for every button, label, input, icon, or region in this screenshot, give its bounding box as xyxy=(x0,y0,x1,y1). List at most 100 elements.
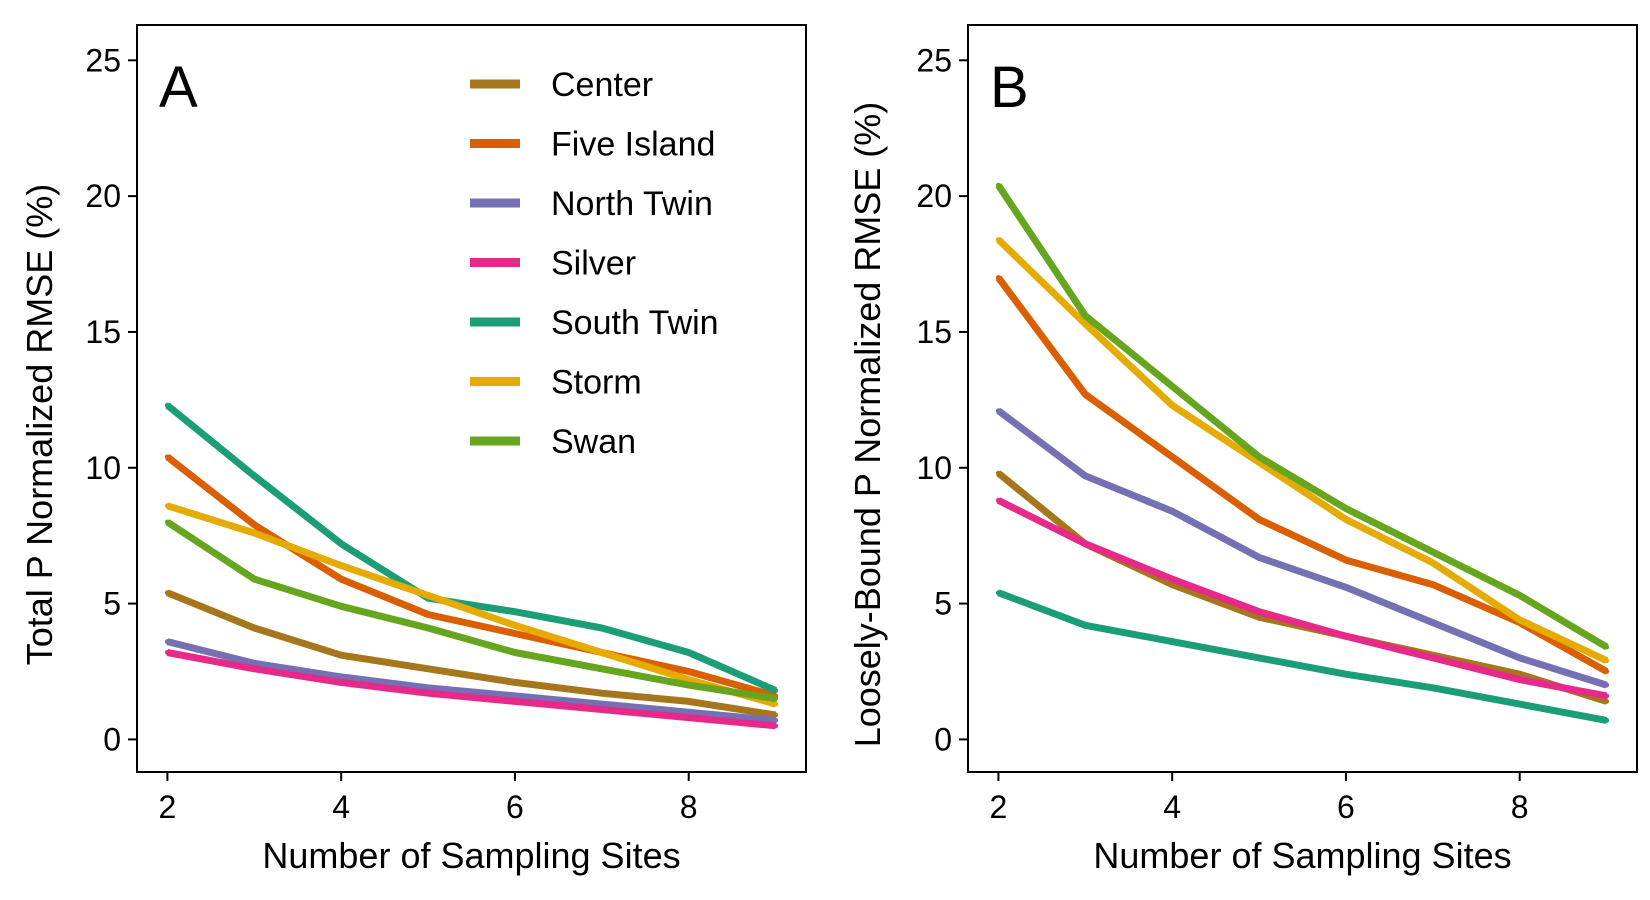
data-point xyxy=(686,715,692,721)
data-point xyxy=(686,677,692,683)
series-line-five-island xyxy=(165,454,777,700)
x-tick-label: 8 xyxy=(680,789,698,825)
data-point xyxy=(164,402,170,408)
data-point xyxy=(164,454,170,460)
x-tick-label: 4 xyxy=(332,789,350,825)
data-point xyxy=(1430,560,1436,566)
data-point xyxy=(251,473,257,479)
plot-frame xyxy=(136,24,807,773)
data-point xyxy=(1430,549,1436,555)
data-point xyxy=(1082,622,1088,628)
data-point xyxy=(599,690,605,696)
legend-label: North Twin xyxy=(551,185,713,223)
data-point xyxy=(512,649,518,655)
data-point xyxy=(995,237,1001,243)
data-point xyxy=(686,709,692,715)
x-tick-label: 2 xyxy=(159,789,177,825)
data-point xyxy=(1256,609,1262,615)
y-tick-label: 10 xyxy=(85,450,121,486)
data-point xyxy=(599,625,605,631)
data-point xyxy=(995,470,1001,476)
y-tick-label: 25 xyxy=(916,42,952,78)
data-point xyxy=(995,182,1001,188)
series-line-swan xyxy=(995,183,1609,651)
data-point xyxy=(1517,677,1523,683)
data-point xyxy=(1604,644,1610,650)
data-point xyxy=(1517,671,1523,677)
data-point xyxy=(1169,576,1175,582)
data-point xyxy=(773,701,779,707)
data-point xyxy=(773,717,779,723)
series-line-north-twin xyxy=(166,638,776,724)
series-line-swan xyxy=(165,519,777,703)
data-point xyxy=(251,625,257,631)
data-point xyxy=(338,541,344,547)
series-line-silver xyxy=(166,649,776,730)
data-point xyxy=(1169,582,1175,588)
panel-label: B xyxy=(990,55,1029,120)
data-point xyxy=(599,649,605,655)
legend-label: Swan xyxy=(551,423,636,461)
series-line-five-island xyxy=(995,275,1609,675)
data-point xyxy=(1517,701,1523,707)
data-point xyxy=(1256,655,1262,661)
data-point xyxy=(251,666,257,672)
data-point xyxy=(1256,454,1262,460)
y-tick-label: 15 xyxy=(85,314,121,350)
data-point xyxy=(1169,402,1175,408)
x-tick-label: 4 xyxy=(1163,789,1181,825)
y-tick-label: 5 xyxy=(103,586,121,622)
data-point xyxy=(995,275,1001,281)
data-point xyxy=(1343,506,1349,512)
data-point xyxy=(1430,582,1436,588)
y-tick-label: 20 xyxy=(916,178,952,214)
legend-label: Center xyxy=(551,66,653,104)
data-point xyxy=(1604,693,1610,699)
data-point xyxy=(995,408,1001,414)
data-point xyxy=(338,652,344,658)
data-point xyxy=(338,674,344,680)
data-point xyxy=(1604,668,1610,674)
data-point xyxy=(1169,454,1175,460)
data-point xyxy=(599,701,605,707)
x-tick-label: 8 xyxy=(1511,789,1529,825)
x-axis-label: Number of Sampling Sites xyxy=(1093,835,1511,876)
data-point xyxy=(512,693,518,699)
data-point xyxy=(512,679,518,685)
data-point xyxy=(686,682,692,688)
data-point xyxy=(995,590,1001,596)
y-tick-label: 0 xyxy=(103,721,121,757)
data-point xyxy=(773,712,779,718)
data-point xyxy=(1604,717,1610,723)
series-line-storm xyxy=(166,502,777,708)
series-line-north-twin xyxy=(996,407,1608,689)
data-point xyxy=(1343,584,1349,590)
data-point xyxy=(1430,620,1436,626)
data-point xyxy=(686,668,692,674)
data-point xyxy=(338,603,344,609)
data-point xyxy=(773,688,779,694)
y-tick-label: 5 xyxy=(934,586,952,622)
data-point xyxy=(338,576,344,582)
data-point xyxy=(1430,685,1436,691)
data-point xyxy=(1430,655,1436,661)
legend-label: Five Island xyxy=(551,126,715,164)
legend-label: South Twin xyxy=(551,304,719,342)
data-point xyxy=(1604,658,1610,664)
y-axis-label: Loosely-Bound P Normalized RMSE (%) xyxy=(847,102,888,748)
data-point xyxy=(1169,383,1175,389)
series-line-center xyxy=(166,589,777,719)
data-point xyxy=(1169,508,1175,514)
data-point xyxy=(1343,671,1349,677)
data-point xyxy=(599,666,605,672)
series-line-south-twin xyxy=(165,402,778,694)
data-point xyxy=(773,723,779,729)
data-point xyxy=(1604,682,1610,688)
data-point xyxy=(1082,391,1088,397)
data-point xyxy=(1256,614,1262,620)
data-point xyxy=(686,698,692,704)
data-point xyxy=(251,660,257,666)
data-point xyxy=(1082,473,1088,479)
